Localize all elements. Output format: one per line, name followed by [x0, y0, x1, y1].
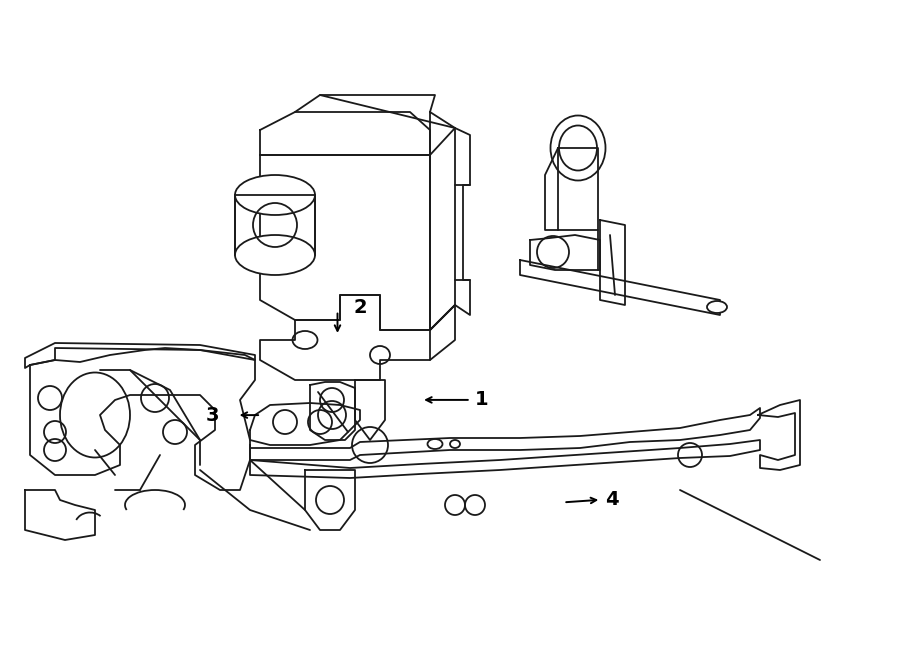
- Polygon shape: [430, 112, 455, 330]
- Polygon shape: [260, 155, 430, 330]
- Polygon shape: [260, 112, 430, 155]
- Polygon shape: [250, 440, 760, 478]
- Polygon shape: [260, 295, 430, 380]
- Polygon shape: [305, 470, 355, 530]
- Text: 4: 4: [605, 490, 618, 509]
- Ellipse shape: [551, 116, 606, 180]
- Ellipse shape: [235, 175, 315, 215]
- Polygon shape: [25, 490, 95, 540]
- Polygon shape: [758, 400, 800, 470]
- Text: 1: 1: [475, 391, 489, 409]
- Polygon shape: [600, 220, 625, 305]
- Polygon shape: [30, 348, 255, 490]
- Polygon shape: [558, 148, 598, 230]
- Polygon shape: [250, 408, 760, 460]
- Polygon shape: [310, 382, 355, 440]
- Polygon shape: [430, 128, 470, 330]
- Polygon shape: [520, 260, 720, 315]
- Text: 3: 3: [205, 406, 219, 424]
- Ellipse shape: [235, 235, 315, 275]
- Polygon shape: [235, 195, 315, 255]
- Polygon shape: [250, 403, 360, 445]
- Polygon shape: [530, 235, 600, 270]
- Polygon shape: [25, 343, 255, 368]
- Text: 2: 2: [354, 298, 367, 317]
- Polygon shape: [355, 380, 385, 440]
- Ellipse shape: [707, 301, 727, 313]
